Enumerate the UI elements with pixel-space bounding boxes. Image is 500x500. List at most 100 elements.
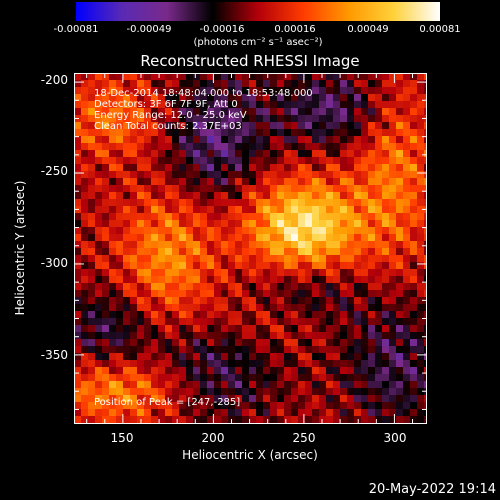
heatmap-cell bbox=[81, 283, 89, 291]
heatmap-cell bbox=[403, 388, 411, 396]
heatmap-cell bbox=[424, 227, 427, 235]
heatmap-cell bbox=[235, 157, 243, 165]
heatmap-cell bbox=[130, 395, 138, 403]
heatmap-cell bbox=[319, 346, 327, 354]
heatmap-cell bbox=[403, 367, 411, 375]
heatmap-cell bbox=[123, 185, 131, 193]
heatmap-cell bbox=[368, 80, 376, 88]
heatmap-cell bbox=[172, 255, 180, 263]
heatmap-cell bbox=[347, 136, 355, 144]
heatmap-cell bbox=[354, 262, 362, 270]
heatmap-cell bbox=[326, 304, 334, 312]
heatmap-cell bbox=[235, 332, 243, 340]
heatmap-cell bbox=[340, 367, 348, 375]
heatmap-cell bbox=[319, 311, 327, 319]
heatmap-cell bbox=[95, 87, 103, 95]
heatmap-cell bbox=[123, 374, 131, 382]
heatmap-cell bbox=[340, 290, 348, 298]
heatmap-cell bbox=[144, 227, 152, 235]
heatmap-cell bbox=[263, 164, 271, 172]
heatmap-cell bbox=[200, 206, 208, 214]
heatmap-cell bbox=[417, 80, 425, 88]
heatmap-cell bbox=[417, 332, 425, 340]
heatmap-cell bbox=[403, 157, 411, 165]
heatmap-cell bbox=[326, 290, 334, 298]
heatmap-cell bbox=[312, 276, 320, 284]
heatmap-cell bbox=[396, 367, 404, 375]
heatmap-cell bbox=[375, 367, 383, 375]
heatmap-cell bbox=[382, 227, 390, 235]
heatmap-cell bbox=[116, 339, 124, 347]
heatmap-cell bbox=[235, 269, 243, 277]
heatmap-cell bbox=[333, 87, 341, 95]
heatmap-cell bbox=[291, 220, 299, 228]
heatmap-cell bbox=[249, 311, 257, 319]
heatmap-cell bbox=[389, 129, 397, 137]
heatmap-cell bbox=[263, 311, 271, 319]
heatmap-cell bbox=[242, 409, 250, 417]
heatmap-cell bbox=[277, 290, 285, 298]
heatmap-cell bbox=[200, 374, 208, 382]
heatmap-cell bbox=[277, 346, 285, 354]
heatmap-cell bbox=[403, 283, 411, 291]
heatmap-cell bbox=[340, 122, 348, 130]
heatmap-cell bbox=[151, 388, 159, 396]
heatmap-cell bbox=[298, 157, 306, 165]
heatmap-cell bbox=[207, 416, 215, 424]
heatmap-cell bbox=[284, 304, 292, 312]
heatmap-cell bbox=[228, 150, 236, 158]
heatmap-cell bbox=[333, 248, 341, 256]
heatmap-cell bbox=[333, 332, 341, 340]
heatmap-cell bbox=[284, 171, 292, 179]
heatmap-cell bbox=[102, 234, 110, 242]
heatmap-cell bbox=[235, 325, 243, 333]
heatmap-cell bbox=[312, 318, 320, 326]
heatmap-cell bbox=[347, 367, 355, 375]
heatmap-cell bbox=[144, 269, 152, 277]
heatmap-cell bbox=[102, 325, 110, 333]
heatmap-cell bbox=[123, 395, 131, 403]
heatmap-cell bbox=[347, 269, 355, 277]
heatmap-cell bbox=[123, 199, 131, 207]
heatmap-cell bbox=[396, 416, 404, 424]
heatmap-cell bbox=[403, 339, 411, 347]
heatmap-cell bbox=[207, 115, 215, 123]
heatmap-cell bbox=[312, 402, 320, 410]
heatmap-cell bbox=[291, 416, 299, 424]
heatmap-cell bbox=[88, 367, 96, 375]
heatmap-cell bbox=[123, 143, 131, 151]
heatmap-cell bbox=[179, 318, 187, 326]
heatmap-cell bbox=[305, 164, 313, 172]
heatmap-cell bbox=[291, 213, 299, 221]
heatmap-cell bbox=[109, 346, 117, 354]
heatmap-cell bbox=[312, 94, 320, 102]
heatmap-cell bbox=[417, 290, 425, 298]
heatmap-cell bbox=[291, 269, 299, 277]
heatmap-cell bbox=[256, 248, 264, 256]
heatmap-cell bbox=[144, 241, 152, 249]
heatmap-cell bbox=[277, 199, 285, 207]
heatmap-cell bbox=[368, 276, 376, 284]
heatmap-cell bbox=[410, 325, 418, 333]
heatmap-cell bbox=[382, 395, 390, 403]
heatmap-cell bbox=[172, 73, 180, 81]
heatmap-cell bbox=[270, 185, 278, 193]
heatmap-cell bbox=[249, 409, 257, 417]
heatmap-cell bbox=[158, 206, 166, 214]
heatmap-cell bbox=[333, 304, 341, 312]
heatmap-cell bbox=[109, 402, 117, 410]
heatmap-cell bbox=[417, 269, 425, 277]
heatmap-cell bbox=[424, 311, 427, 319]
heatmap-cell bbox=[137, 227, 145, 235]
heatmap-cell bbox=[312, 255, 320, 263]
heatmap-cell bbox=[214, 248, 222, 256]
heatmap-cell bbox=[263, 199, 271, 207]
heatmap-cell bbox=[130, 318, 138, 326]
heatmap-cell bbox=[347, 73, 355, 81]
heatmap-cell bbox=[249, 248, 257, 256]
heatmap-cell bbox=[151, 234, 159, 242]
heatmap-cell bbox=[137, 304, 145, 312]
heatmap-cell bbox=[326, 171, 334, 179]
x-tick-label: 150 bbox=[110, 431, 134, 445]
heatmap-cell bbox=[137, 213, 145, 221]
